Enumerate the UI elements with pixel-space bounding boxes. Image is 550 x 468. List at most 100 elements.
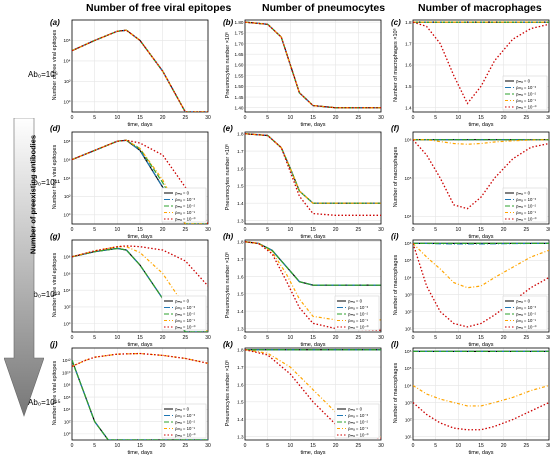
legend-entry: ρₘₐ = 10⁻³ xyxy=(516,305,537,310)
legend-entry: ρₘₐ = 10⁻¹ xyxy=(175,318,196,323)
x-axis-label: time, days xyxy=(300,342,325,348)
legend-entry: ρₘₐ = 10⁻¹ xyxy=(516,318,537,323)
x-tick-label: 25 xyxy=(524,335,530,341)
x-tick-label: 20 xyxy=(333,227,339,233)
series-line-4 xyxy=(413,21,549,105)
panel-letter: (a) xyxy=(50,18,60,27)
x-tick-label: 10 xyxy=(115,335,121,341)
y-tick-label: 10⁴ xyxy=(404,275,411,280)
series-line-4 xyxy=(72,245,208,287)
legend-entry: ρₘₐ = 10⁻² xyxy=(348,420,369,425)
x-tick-label: 15 xyxy=(137,443,143,449)
legend-entry: ρₘₐ = 0 xyxy=(348,299,363,304)
y-tick-label: 10³ xyxy=(405,292,412,297)
x-tick-label: 15 xyxy=(478,115,484,121)
y-tick-label: 10² xyxy=(64,305,71,310)
x-tick-label: 10 xyxy=(456,115,462,121)
axes-frame xyxy=(412,347,550,441)
y-tick-label: 1.8 xyxy=(237,132,244,137)
x-tick-label: 30 xyxy=(205,443,211,449)
row-label-4: Ab₀=10¹⁵ xyxy=(28,398,61,407)
y-tick-label: 1.45 xyxy=(235,95,244,100)
x-tick-label: 20 xyxy=(160,115,166,121)
x-tick-label: 20 xyxy=(501,335,507,341)
y-tick-label: 10⁴ xyxy=(63,59,70,64)
x-tick-label: 10 xyxy=(115,227,121,233)
y-tick-label: 10² xyxy=(64,79,71,84)
y-tick-label: 1.7 xyxy=(237,365,244,370)
legend-entry: ρₘₐ = 10⁻⁰ xyxy=(516,105,537,110)
legend-entry: ρₘₐ = 10⁻³ xyxy=(175,413,196,418)
y-tick-label: 1.4 xyxy=(237,309,244,314)
x-axis-label: time, days xyxy=(127,122,152,128)
series-line-4 xyxy=(413,243,549,328)
legend-entry: ρₘₐ = 10⁻⁰ xyxy=(348,433,369,438)
column-title-epitopes: Number of free viral epitopes xyxy=(86,2,232,14)
legend-entry: ρₘₐ = 10⁻² xyxy=(516,312,537,317)
y-tick-label: 1.4 xyxy=(237,417,244,422)
x-tick-label: 30 xyxy=(378,115,384,121)
y-tick-label: 1.6 xyxy=(237,382,244,387)
legend-entry: ρₘₐ = 10⁻⁰ xyxy=(348,325,369,330)
x-tick-label: 0 xyxy=(412,227,415,233)
y-tick-label: 10² xyxy=(405,417,412,422)
y-tick-label: 1.40 xyxy=(235,106,244,111)
panel-letter: (i) xyxy=(391,232,399,241)
x-tick-label: 0 xyxy=(71,443,74,449)
axes-frame xyxy=(412,19,550,113)
chart-panel-i: 0 5 10 15 20 25 30 time, days 10⁶ 10⁵ 10⁴ 10³ 10² 10¹… xyxy=(404,239,550,348)
x-tick-label: 30 xyxy=(378,335,384,341)
y-tick-label: 10⁵ xyxy=(404,366,411,371)
x-axis-label: time, days xyxy=(468,342,493,348)
panel-letter: (d) xyxy=(50,124,61,133)
legend-entry: ρₘₐ = 10⁻¹ xyxy=(348,426,369,431)
x-axis-label: time, days xyxy=(300,234,325,240)
legend-entry: ρₘₐ = 10⁻³ xyxy=(516,85,537,90)
x-tick-label: 25 xyxy=(356,443,362,449)
y-tick-label: 10⁸ xyxy=(63,383,70,388)
axes-frame xyxy=(244,347,382,441)
y-tick-label: 1.4 xyxy=(237,201,244,206)
series-line-4 xyxy=(72,29,208,112)
legend-entry: ρₘₐ = 10⁻⁰ xyxy=(516,325,537,330)
chart-panel-h: 0 5 10 15 20 25 30 time, days 1.8 1.7 1.6 1.5 1.4 1.3… xyxy=(237,240,384,348)
x-tick-label: 20 xyxy=(501,443,507,449)
y-tick-label: 10¹ xyxy=(405,326,412,331)
y-tick-label: 1.6 xyxy=(237,166,244,171)
axes-frame xyxy=(244,19,382,113)
x-tick-label: 30 xyxy=(378,443,384,449)
y-tick-label: 1.8 xyxy=(237,348,244,353)
x-tick-label: 10 xyxy=(456,227,462,233)
panel-letter: (g) xyxy=(50,232,61,241)
legend-entry: ρₘₐ = 10⁻¹ xyxy=(348,318,369,323)
y-tick-label: 10¹⁰ xyxy=(62,370,71,375)
legend-entry: ρₘₐ = 10⁻³ xyxy=(348,413,369,418)
x-tick-label: 20 xyxy=(501,115,507,121)
legend-entry: ρₘₐ = 10⁻² xyxy=(175,420,196,425)
x-tick-label: 0 xyxy=(244,443,247,449)
x-tick-label: 5 xyxy=(93,115,96,121)
axes-frame xyxy=(412,131,550,225)
x-tick-label: 30 xyxy=(378,227,384,233)
y-tick-label: 10⁶ xyxy=(404,137,411,142)
x-tick-label: 25 xyxy=(356,115,362,121)
x-tick-label: 10 xyxy=(115,115,121,121)
x-tick-label: 10 xyxy=(288,115,294,121)
x-tick-label: 0 xyxy=(412,335,415,341)
series-line-4 xyxy=(245,349,381,439)
x-tick-label: 15 xyxy=(310,227,316,233)
y-tick-label: 1.55 xyxy=(235,73,244,78)
legend-entry: ρₘₐ = 10⁻² xyxy=(175,312,196,317)
legend-entry: ρₘₐ = 0 xyxy=(516,299,531,304)
panel-letter: (l) xyxy=(391,340,399,349)
y-tick-label: 1.80 xyxy=(235,20,244,25)
x-tick-label: 20 xyxy=(160,335,166,341)
y-tick-label: 1.70 xyxy=(235,41,244,46)
down-arrow-icon xyxy=(4,118,44,417)
chart-panel-c: 0 5 10 15 20 25 30 time, days 1.8 1.7 1.6 1.5 1.4 ρₘₐ… xyxy=(405,19,550,128)
series-line-4 xyxy=(245,133,381,216)
